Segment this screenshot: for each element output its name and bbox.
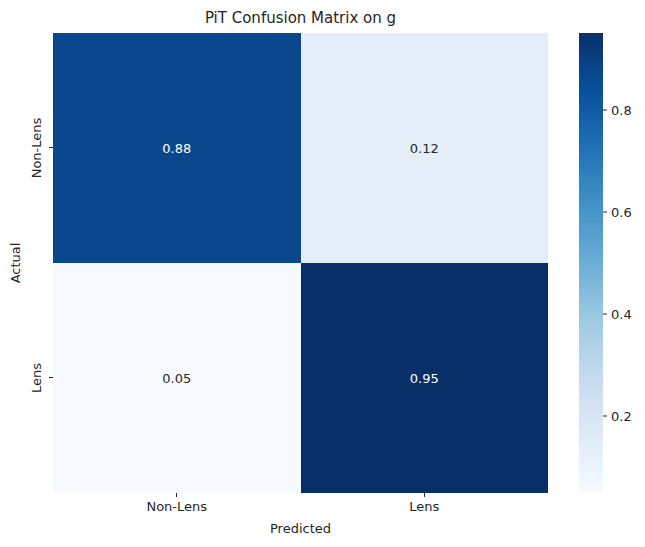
- colorbar-tick-mark: [603, 314, 607, 315]
- colorbar-tick-mark: [603, 211, 607, 212]
- heatmap-grid: 0.88 0.12 0.05 0.95: [53, 33, 548, 493]
- cell-value: 0.88: [162, 141, 191, 156]
- cell-value: 0.05: [162, 371, 191, 386]
- cell-value: 0.12: [410, 141, 439, 156]
- xtick-mark-lens: [424, 493, 425, 497]
- colorbar-tick-label: 0.4: [611, 307, 632, 322]
- heatmap-cell-actual-nonlens-pred-nonlens: 0.88: [53, 33, 301, 263]
- colorbar-tick-0.8: 0.8: [603, 102, 632, 117]
- xtick-mark-nonlens: [176, 493, 177, 497]
- ytick-mark-lens: [49, 377, 53, 378]
- chart-title: PiT Confusion Matrix on g: [53, 9, 548, 27]
- yaxis-label: Actual: [8, 243, 23, 284]
- ytick-label-nonlens: Non-Lens: [29, 118, 44, 179]
- colorbar-tick-label: 0.2: [611, 409, 632, 424]
- cell-value: 0.95: [410, 371, 439, 386]
- colorbar-tick-label: 0.6: [611, 204, 632, 219]
- colorbar: 0.8 0.6 0.4 0.2: [579, 33, 603, 493]
- xtick-label-lens: Lens: [409, 499, 439, 514]
- xtick-label-nonlens: Non-Lens: [146, 499, 207, 514]
- colorbar-tick-label: 0.8: [611, 102, 632, 117]
- colorbar-tick-mark: [603, 416, 607, 417]
- xaxis-label: Predicted: [53, 521, 548, 536]
- heatmap-cell-actual-nonlens-pred-lens: 0.12: [301, 33, 549, 263]
- colorbar-tick-0.2: 0.2: [603, 409, 632, 424]
- confusion-matrix-figure: PiT Confusion Matrix on g 0.88 0.12 0.05…: [0, 0, 645, 547]
- colorbar-tick-0.4: 0.4: [603, 307, 632, 322]
- heatmap-cell-actual-lens-pred-nonlens: 0.05: [53, 263, 301, 493]
- colorbar-tick-mark: [603, 109, 607, 110]
- colorbar-gradient: [579, 33, 603, 493]
- ytick-mark-nonlens: [49, 147, 53, 148]
- heatmap-cell-actual-lens-pred-lens: 0.95: [301, 263, 549, 493]
- colorbar-tick-0.6: 0.6: [603, 204, 632, 219]
- ytick-label-lens: Lens: [29, 363, 44, 393]
